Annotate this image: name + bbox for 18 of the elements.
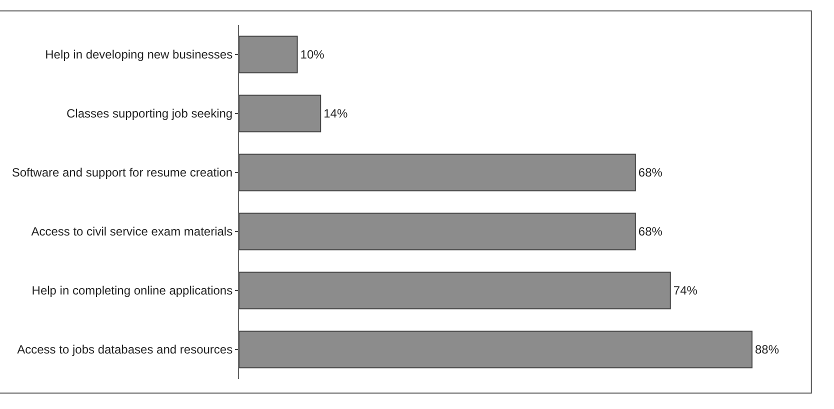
data-label: 74% bbox=[673, 284, 698, 298]
y-tick-label: Help in completing online applications bbox=[32, 284, 233, 298]
bar bbox=[239, 36, 298, 74]
data-label: 88% bbox=[755, 342, 780, 356]
y-tick-label: Help in developing new businesses bbox=[45, 48, 233, 62]
data-label: 14% bbox=[324, 106, 348, 120]
bar bbox=[239, 212, 636, 250]
data-label: 10% bbox=[300, 48, 325, 62]
y-tick-label: Access to jobs databases and resources bbox=[17, 342, 233, 357]
bar bbox=[239, 330, 752, 368]
bar bbox=[239, 94, 322, 132]
y-tick-label: Software and support for resume creation bbox=[12, 166, 233, 180]
bar bbox=[239, 154, 636, 192]
y-tick-label: Access to civil service exam materials bbox=[31, 224, 233, 239]
data-label: 68% bbox=[638, 166, 663, 180]
bar bbox=[239, 272, 671, 310]
y-tick-label: Classes supporting job seeking bbox=[66, 106, 233, 121]
data-label: 68% bbox=[638, 224, 663, 238]
